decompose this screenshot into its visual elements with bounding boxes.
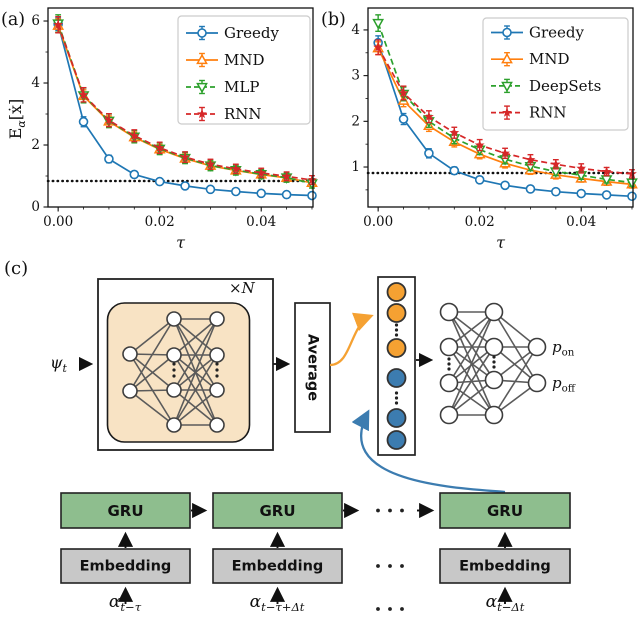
horizontal-ellipsis-dot [388,564,392,568]
embedding-box-2 [212,548,343,584]
y-tick-label: 6 [31,13,40,29]
embedding-label-2: Embedding [232,559,324,575]
vertical-ellipsis-dot [394,401,399,405]
legend-label: MND [224,51,265,69]
average-label: Average [305,334,321,401]
x-tick-label: 0.00 [363,214,393,230]
horizontal-ellipsis-dot [376,607,380,611]
x-tick-label: 0.04 [566,214,596,230]
vertical-ellipsis-dot [215,368,219,372]
x-tick-label: 0.02 [465,214,495,230]
architecture-diagram: Average GRU GRU GRU Embedding Embedding … [60,276,571,611]
y-tick-label: 3 [351,68,360,84]
vertical-ellipsis-dot [172,374,176,378]
gru-label-2: GRU [259,502,295,520]
legend-label: RNN [529,104,567,122]
panel-c-label: (c) [4,258,29,279]
horizontal-ellipsis-dot [388,607,392,611]
expectation-symbol: E [6,127,25,140]
horizontal-ellipsis-dot [400,607,404,611]
vertical-ellipsis-dot [215,374,219,378]
gru-to-vector-arrow [351,409,506,494]
y-tick-label: 4 [31,75,40,91]
vertical-ellipsis-dot [492,360,496,364]
vertical-ellipsis-dot [394,333,399,337]
average-box [294,302,331,433]
y-tick-label: 2 [351,113,360,129]
horizontal-ellipsis-dot [376,564,380,568]
gru-box-2 [212,492,343,529]
legend-label: Greedy [529,24,585,42]
vertical-ellipsis-dot [394,396,399,400]
alpha-input-label-1: αt−τ [108,592,142,615]
vertical-ellipsis-dot [394,323,399,327]
alpha-input-label-2: αt−τ+Δt [249,592,305,615]
y-tick-label: 4 [351,22,360,38]
y-tick-label: 0 [31,199,40,215]
embedding-box-3 [439,548,571,584]
x-axis-label: τ [496,233,506,252]
output-network [439,302,547,425]
legend-label: Greedy [224,24,280,42]
legend-label: RNN [224,105,262,123]
axes: 0.00 0.02 0.04 0 2 4 6 [31,13,313,230]
chart-panel-b: 0.00 0.02 0.04 1 2 3 4 Greedy MND DeepSets RNN (b) τ [321,7,638,252]
p-on-label: pon [552,338,575,359]
legend-label: MLP [224,78,259,96]
x-tick-label: 0.02 [145,214,175,230]
legend: Greedy MND MLP RNN [177,15,311,125]
vector-circles [386,282,407,450]
expectation-subscript: α [14,120,28,128]
times-n-label: ×N [229,279,255,297]
horizontal-ellipsis-dot [388,508,392,513]
embedding-box-1 [60,548,191,584]
vertical-ellipsis-dot [447,367,451,371]
expectation-argument: [ẋ] [6,98,25,121]
legend-label: MND [529,50,570,68]
horizontal-ellipsis-dot [376,508,380,513]
x-axis-label: τ [176,233,186,252]
series-rnn [53,15,317,186]
embedding-label-3: Embedding [459,559,551,575]
x-tick-label: 0.00 [43,214,73,230]
alpha-input-label-3: αt−Δt [485,592,525,615]
x-tick-label: 0.04 [246,214,276,230]
gru-label-1: GRU [107,502,143,520]
y-tick-label: 1 [351,159,360,175]
vertical-ellipsis-dot [447,362,451,366]
vertical-ellipsis-dot [394,328,399,332]
inner-network [122,311,225,433]
gru-box-1 [60,492,191,529]
generated-networks [122,282,547,611]
series-rnn [373,39,637,179]
vertical-ellipsis-dot [172,368,176,372]
gru-label-3: GRU [487,502,523,520]
vertical-ellipsis-dot [172,362,176,366]
horizontal-ellipsis-dot [400,564,404,568]
psi-t-label: ψt [50,353,67,375]
horizontal-ellipsis-dot [400,508,404,513]
vertical-ellipsis-dot [394,391,399,395]
panel-label: (b) [321,10,346,30]
network-card [106,302,251,443]
embedding-label-1: Embedding [80,559,172,575]
vertical-ellipsis-dot [215,362,219,366]
axes: 0.00 0.02 0.04 1 2 3 4 [351,22,633,230]
p-off-label: poff [552,374,575,395]
vertical-ellipsis-dot [492,365,496,369]
y-tick-label: 2 [31,137,40,153]
legend: Greedy MND DeepSets RNN [482,17,629,131]
panel-label: (a) [1,10,25,30]
vertical-ellipsis-dot [447,357,451,361]
legend-label: DeepSets [529,77,601,95]
vertical-ellipsis-dot [492,355,496,359]
chart-panel-a: 0.00 0.02 0.04 0 2 4 6 Greedy MND MLP RNN (a) τ [1,7,318,252]
gru-box-3 [439,492,571,529]
average-to-vector-arrow [329,312,374,367]
y-axis-label: Eα[ẋ] [6,69,28,169]
